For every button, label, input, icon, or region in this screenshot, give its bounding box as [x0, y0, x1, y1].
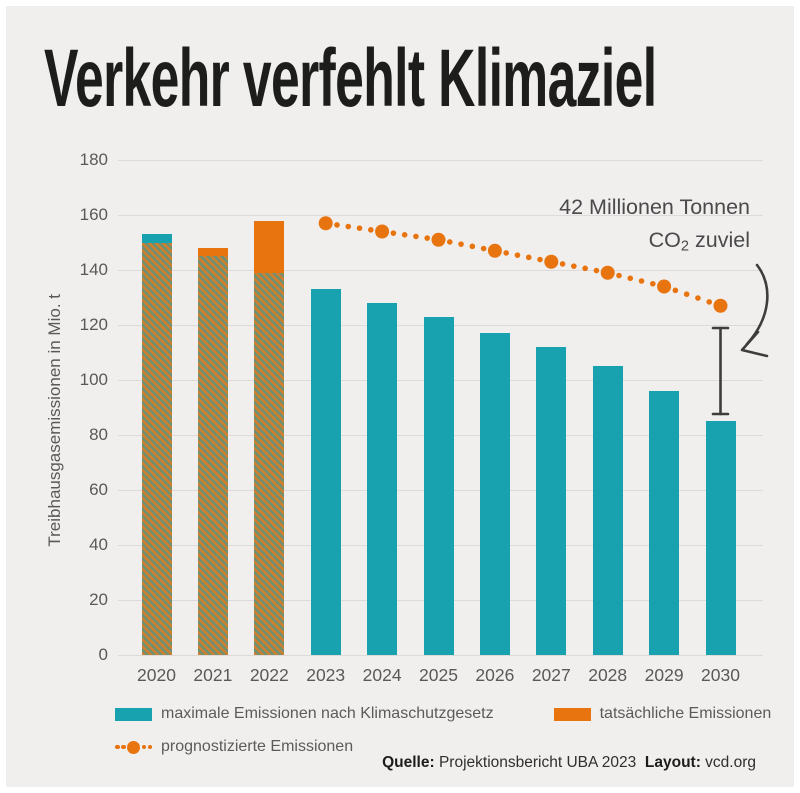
bar-2027 — [536, 347, 567, 655]
projected-small-dot — [672, 287, 679, 294]
gridline — [118, 654, 763, 656]
projected-small-dot — [413, 233, 419, 240]
projected-small-dot — [627, 275, 634, 282]
legend-label: prognostizierte Emissionen — [161, 738, 354, 755]
y-tick-label: 0 — [98, 645, 108, 664]
source-quelle-label: Quelle: — [382, 754, 435, 771]
x-tick-label: 2025 — [419, 665, 458, 685]
x-tick-label: 2027 — [531, 665, 571, 685]
source-layout-value: vcd.org — [700, 754, 756, 771]
bar-2022-cap — [254, 220, 285, 273]
gap-annotation-line2: CO2 zuviel — [648, 228, 750, 255]
projected-small-dot — [695, 295, 701, 301]
projected-small-dot — [706, 299, 713, 305]
x-tick-label: 2028 — [588, 665, 628, 685]
source-quelle-value: Projektionsbericht UBA 2023 — [434, 754, 637, 771]
gridline — [118, 214, 763, 216]
bar-2028 — [592, 366, 623, 655]
projected-small-dot — [638, 278, 645, 284]
projected-dot — [431, 232, 446, 247]
projected-small-dot — [537, 256, 543, 263]
projected-small-dot — [424, 235, 431, 241]
projected-small-dot — [334, 222, 340, 228]
page-title: Verkehr verfehlt Klimaziel — [44, 33, 657, 124]
projected-dot — [544, 254, 559, 269]
chart-canvas: Verkehr verfehlt Klimaziel Treibhausgase… — [6, 6, 794, 787]
bar-2023 — [310, 289, 341, 655]
legend-item-projected-emissions: prognostizierte Emissionen — [115, 738, 353, 756]
legend-label: tatsächliche Emissionen — [599, 705, 772, 722]
legend-item-max-emissions: maximale Emissionen nach Klimaschutzgese… — [115, 705, 494, 723]
y-tick-label: 20 — [89, 590, 108, 609]
projected-dot — [657, 279, 672, 294]
projected-small-dot — [368, 227, 374, 233]
projected-small-dot — [446, 239, 453, 245]
projected-small-dot — [503, 250, 509, 256]
gridline — [118, 159, 763, 161]
y-tick-label: 40 — [89, 535, 108, 554]
projected-small-dot — [514, 252, 521, 258]
projected-small-dot — [650, 280, 656, 287]
teal-swatch-icon — [115, 707, 152, 721]
plot-area: 180 160 140 120 100 80 60 40 20 0 2020 2021 2022 2023… — [80, 150, 763, 685]
x-tick-label: 2023 — [306, 665, 346, 685]
projected-small-dot — [525, 254, 532, 261]
gap-annotation: 42 Millionen Tonnen CO2 zuviel — [559, 191, 750, 264]
bar-2029 — [649, 391, 680, 655]
x-tick-label: 2024 — [362, 665, 402, 685]
gap-annotation-line1: 42 Millionen Tonnen — [559, 195, 750, 219]
projected-dot — [713, 298, 728, 313]
projected-emissions-series — [318, 216, 728, 313]
x-tick-label: 2026 — [475, 665, 515, 685]
projected-small-dot — [571, 263, 577, 269]
projected-dot — [487, 243, 502, 258]
x-tick-label: 2030 — [701, 665, 740, 685]
bar-2030 — [705, 421, 736, 655]
bar-2020-overlap — [141, 242, 172, 655]
legend-label: maximale Emissionen nach Klimaschutzgese… — [161, 705, 494, 722]
projected-small-dot — [480, 245, 487, 252]
projected-small-dot — [401, 232, 408, 238]
legend-item-actual-emissions: tatsächliche Emissionen — [553, 705, 772, 723]
y-tick-label: 100 — [79, 370, 108, 389]
bar-2021-overlap — [197, 256, 228, 655]
bar-2026 — [479, 333, 510, 655]
y-tick-label: 160 — [79, 205, 108, 224]
bar-2024 — [367, 303, 398, 655]
projected-small-dot — [469, 243, 476, 250]
source-layout-label: Layout: — [644, 754, 701, 771]
projected-small-dot — [345, 223, 352, 230]
x-tick-label: 2022 — [249, 665, 289, 685]
y-tick-label: 80 — [89, 425, 108, 444]
bar-2020-cap — [141, 234, 172, 243]
projected-small-dot — [390, 230, 397, 236]
projected-small-dot — [582, 265, 588, 272]
bar-2022-overlap — [254, 272, 285, 655]
projected-small-dot — [593, 267, 600, 274]
x-tick-label: 2029 — [644, 665, 684, 685]
bar-2025 — [423, 316, 454, 655]
orange-swatch-icon — [553, 707, 591, 721]
projected-small-dot — [458, 241, 464, 247]
projected-small-dot — [559, 261, 566, 267]
gridline — [118, 269, 763, 271]
x-tick-label: 2020 — [137, 665, 176, 685]
projected-dot — [375, 224, 390, 239]
projected-small-dot — [616, 272, 622, 279]
legend: maximale Emissionen nach Klimaschutzgese… — [115, 705, 775, 771]
projected-small-dot — [683, 291, 690, 297]
bar-2021-cap — [197, 248, 228, 257]
y-tick-label: 60 — [89, 480, 108, 499]
y-tick-label: 140 — [79, 260, 108, 279]
x-tick-label: 2021 — [193, 665, 233, 685]
source-line: Quelle: Projektionsbericht UBA 2023 Layo… — [382, 754, 756, 772]
projected-dot — [318, 216, 333, 231]
y-tick-label: 120 — [79, 315, 108, 334]
dotted-line-swatch-icon — [115, 740, 152, 754]
y-tick-label: 180 — [79, 150, 108, 169]
projected-small-dot — [356, 225, 363, 231]
projected-dot — [600, 265, 615, 280]
